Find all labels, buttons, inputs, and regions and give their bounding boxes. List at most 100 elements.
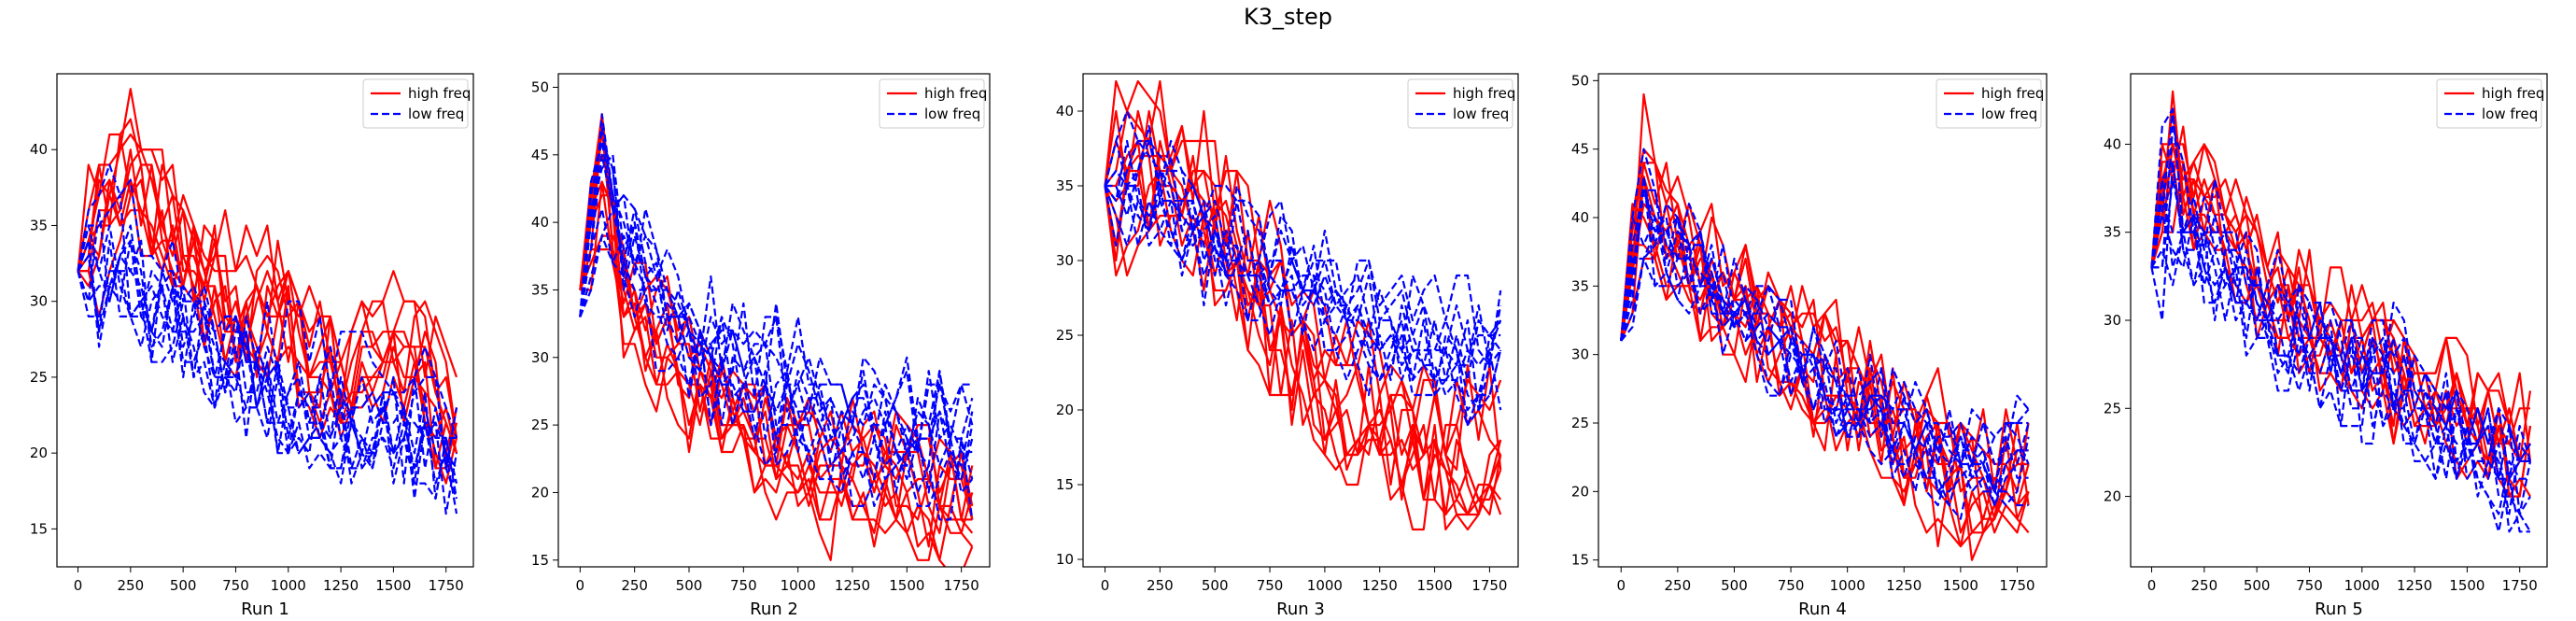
- legend: high freq low freq: [2436, 78, 2544, 129]
- series-line-low-freq: [1104, 109, 1502, 382]
- x-tick-label: 1500: [2449, 577, 2485, 594]
- x-axis-label: Run 4: [1798, 600, 1847, 619]
- series-line-low-freq: [1105, 139, 1502, 397]
- y-tick-label: 35: [1571, 277, 1589, 294]
- series-line-low-freq: [579, 153, 973, 440]
- y-tick-label: 35: [2104, 224, 2121, 241]
- legend-label: low freq: [1981, 106, 2037, 122]
- y-tick-label: 20: [30, 445, 48, 461]
- x-tick-label: 1750: [1471, 577, 1507, 594]
- chart-4: 0 250 500 750 1000 1250 1500 1750 15 20 25 30 35 40 45…: [1571, 72, 2048, 619]
- y-tick-label: 40: [531, 214, 549, 231]
- x-tick-label: 0: [1616, 577, 1626, 594]
- series-line-low-freq: [1620, 148, 2029, 466]
- series-line-low-freq: [1620, 175, 2029, 520]
- x-tick-label: 1250: [1886, 577, 1921, 594]
- series-line-low-freq: [77, 224, 458, 501]
- y-tick-label: 25: [2104, 400, 2121, 416]
- y-tick-label: 35: [531, 281, 549, 298]
- figure-title: K3_step: [1244, 4, 1332, 30]
- x-tick-label: 0: [576, 577, 585, 594]
- x-axis-label: Run 2: [750, 600, 798, 619]
- axes-frame: [1598, 73, 2048, 568]
- legend-box: [2436, 78, 2542, 129]
- series-line-low-freq: [1620, 216, 2030, 507]
- legend-label: low freq: [1453, 106, 1509, 122]
- legend-label: low freq: [2482, 106, 2538, 122]
- x-tick-label: 250: [1147, 577, 1174, 594]
- series-line-low-freq: [2150, 107, 2530, 480]
- x-tick-label: 250: [2191, 577, 2218, 594]
- y-tick-label: 45: [1571, 141, 1589, 158]
- x-tick-label: 1750: [429, 577, 464, 594]
- x-tick-label: 750: [730, 577, 757, 594]
- series-line-low-freq: [2150, 213, 2530, 515]
- y-tick-label: 35: [30, 217, 48, 233]
- y-tick-label: 15: [1056, 476, 1074, 493]
- y-tick-label: 15: [531, 552, 549, 569]
- plot-area: [579, 113, 974, 567]
- legend-box: [879, 78, 985, 129]
- series-line-high-freq: [2150, 125, 2530, 462]
- x-tick-label: 500: [676, 577, 703, 594]
- series-line-low-freq: [1104, 154, 1502, 382]
- y-tick-label: 20: [1571, 483, 1589, 500]
- series-line-high-freq: [1104, 169, 1502, 531]
- series-line-high-freq: [579, 113, 974, 561]
- legend-label: high freq: [924, 85, 987, 102]
- y-tick-label: 40: [1056, 103, 1074, 120]
- legend-label: high freq: [2482, 85, 2544, 102]
- y-tick-label: 25: [30, 369, 48, 386]
- x-tick-label: 1000: [1830, 577, 1865, 594]
- y-tick-label: 15: [1571, 552, 1589, 569]
- series-line-low-freq: [77, 209, 458, 485]
- plot-area: [1104, 79, 1502, 531]
- x-tick-label: 1750: [2502, 577, 2538, 594]
- series-line-high-freq: [1620, 203, 2030, 534]
- legend: high freq low freq: [879, 78, 987, 129]
- x-tick-label: 1500: [889, 577, 924, 594]
- legend: high freq low freq: [1407, 78, 1515, 129]
- x-tick-label: 1250: [835, 577, 870, 594]
- x-tick-label: 1000: [2344, 577, 2380, 594]
- series-line-low-freq: [1104, 184, 1502, 427]
- y-tick-label: 45: [531, 147, 549, 163]
- series-line-low-freq: [579, 140, 974, 494]
- x-tick-label: 0: [2147, 577, 2157, 594]
- y-tick-label: 30: [531, 349, 549, 366]
- y-tick-label: 40: [2104, 135, 2121, 152]
- x-tick-label: 0: [1101, 577, 1110, 594]
- chart-1: 0 250 500 750 1000 1250 1500 1750 15 20 25 30 35 40 Ru…: [30, 73, 474, 619]
- y-tick-label: 20: [531, 484, 549, 501]
- series-line-low-freq: [579, 153, 974, 454]
- series-line-low-freq: [579, 140, 974, 454]
- plot-area: [2150, 90, 2532, 533]
- y-tick-label: 30: [2104, 312, 2121, 329]
- series-line-low-freq: [77, 193, 458, 470]
- x-tick-label: 750: [2296, 577, 2323, 594]
- x-tick-label: 250: [1665, 577, 1692, 594]
- y-tick-label: 10: [1056, 551, 1074, 568]
- legend-label: high freq: [1453, 85, 1515, 102]
- y-tick-label: 50: [531, 78, 549, 95]
- x-axis-label: Run 5: [2315, 600, 2363, 619]
- y-tick-label: 40: [30, 141, 48, 158]
- x-tick-label: 1750: [944, 577, 979, 594]
- x-tick-label: 1750: [1999, 577, 2034, 594]
- chart-3: 0 250 500 750 1000 1250 1500 1750 10 15 20 25 30 35 40…: [1056, 73, 1519, 619]
- series-line-low-freq: [579, 153, 974, 481]
- legend-label: high freq: [1981, 85, 2044, 102]
- series-line-high-freq: [579, 180, 973, 521]
- series-line-low-freq: [77, 239, 457, 485]
- y-tick-label: 15: [30, 520, 48, 537]
- y-tick-label: 35: [1056, 177, 1074, 194]
- x-tick-label: 1000: [781, 577, 816, 594]
- x-tick-label: 250: [621, 577, 648, 594]
- x-axis-label: Run 3: [1276, 600, 1325, 619]
- x-tick-label: 1500: [1943, 577, 1978, 594]
- series-line-low-freq: [77, 239, 458, 501]
- series-line-low-freq: [77, 163, 458, 439]
- series-line-high-freq: [579, 234, 974, 548]
- x-tick-label: 1500: [1416, 577, 1452, 594]
- x-tick-label: 750: [222, 577, 249, 594]
